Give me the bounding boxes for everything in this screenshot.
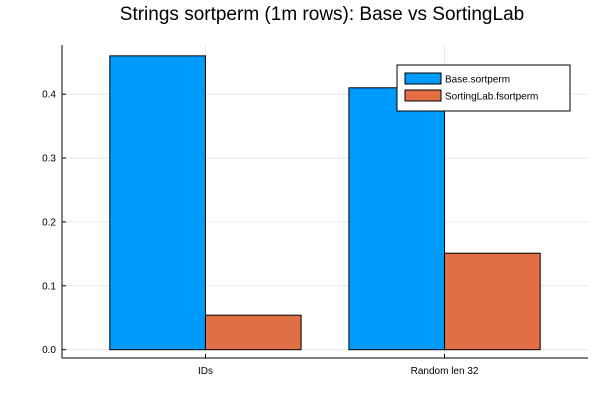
bar-base-sortperm-1 bbox=[109, 55, 206, 351]
axis-layer: 0.0 0.1 0.2 0.3 0.4 IDs Random len 32 bbox=[42, 45, 588, 377]
legend-swatch-1 bbox=[404, 72, 442, 85]
legend-label-2: SortingLab.fsortperm bbox=[445, 92, 538, 103]
legend-label-1: Base.sortperm bbox=[445, 75, 510, 86]
x-tick-label: IDs bbox=[198, 366, 213, 377]
y-tick-label: 0.2 bbox=[42, 217, 56, 228]
y-tick-label: 0.3 bbox=[42, 154, 56, 165]
bar-sortinglab-fsortperm-2 bbox=[444, 252, 541, 351]
y-tick-label: 0.0 bbox=[42, 345, 56, 356]
y-tick-label: 0.1 bbox=[42, 281, 56, 292]
bar-sortinglab-fsortperm-1 bbox=[204, 314, 302, 351]
bar-layer bbox=[109, 55, 541, 351]
x-tick-label: Random len 32 bbox=[411, 366, 479, 377]
legend-swatch-2 bbox=[404, 89, 442, 102]
legend-box bbox=[396, 64, 571, 112]
chart-title: Strings sortperm (1m rows): Base vs Sort… bbox=[120, 4, 524, 25]
y-tick-label: 0.4 bbox=[42, 90, 56, 101]
bar-base-sortperm-2 bbox=[348, 87, 446, 351]
legend: Base.sortperm SortingLab.fsortperm bbox=[396, 64, 571, 112]
